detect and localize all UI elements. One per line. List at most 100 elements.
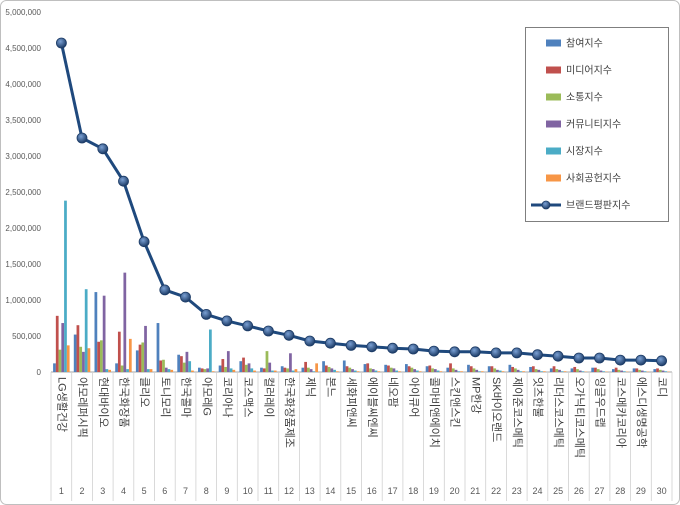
bar-series-2-category-12 bbox=[283, 367, 287, 372]
bar-series-1-category-3 bbox=[94, 292, 98, 372]
bar-series-6-category-5 bbox=[149, 369, 153, 372]
bar-series-2-category-17 bbox=[387, 365, 390, 372]
bar-series-5-category-13 bbox=[312, 371, 316, 372]
y-axis: 0 500,000 1,000,000 1,500,000 2,000,000 2,500… bbox=[5, 8, 41, 377]
bar-series-5-category-3 bbox=[105, 369, 109, 372]
bar-series-6-category-22 bbox=[501, 371, 505, 372]
x-category-label: 한국화장품제조 bbox=[283, 377, 296, 448]
bar-series-5-category-30 bbox=[664, 371, 668, 372]
bar-series-1-category-10 bbox=[239, 361, 243, 372]
bar-series-4-category-2 bbox=[82, 351, 85, 372]
line-point-12 bbox=[283, 329, 295, 341]
bar-series-1-category-22 bbox=[487, 366, 491, 372]
bar-series-2-category-23 bbox=[511, 366, 514, 372]
bar-series-4-category-18 bbox=[413, 369, 416, 372]
bar-series-4-category-16 bbox=[371, 369, 375, 372]
bar-series-2-category-25 bbox=[552, 366, 556, 372]
legend-color-swatch bbox=[546, 147, 561, 155]
bar-series-5-category-8 bbox=[209, 329, 212, 372]
bar-series-1-category-24 bbox=[529, 366, 532, 372]
y-tick-label: 4,000,000 bbox=[5, 80, 41, 89]
x-category-number: 22 bbox=[491, 486, 501, 496]
bar-series-1-category-20 bbox=[446, 367, 450, 372]
x-category-number: 9 bbox=[224, 486, 229, 496]
line-point-17 bbox=[387, 342, 399, 354]
bar-series-1-category-26 bbox=[570, 368, 574, 372]
bar-series-2-category-18 bbox=[407, 366, 411, 372]
x-category-label: 코리아나 bbox=[221, 377, 234, 417]
bar-series-6-category-15 bbox=[356, 371, 360, 372]
line-point-7 bbox=[180, 291, 191, 303]
bar-series-5-category-12 bbox=[291, 370, 295, 372]
bar-series-3-category-4 bbox=[120, 365, 124, 372]
line-point-19 bbox=[428, 345, 440, 357]
y-tick-label: 3,500,000 bbox=[5, 116, 41, 125]
bar-series-3-category-2 bbox=[79, 346, 83, 372]
legend-label: 미디어지수 bbox=[566, 65, 612, 77]
bar-series-5-category-25 bbox=[560, 371, 564, 372]
x-category-label: 제이준코스메틱 bbox=[511, 377, 524, 448]
bar-series-6-category-18 bbox=[418, 371, 422, 372]
y-tick-label: 2,000,000 bbox=[5, 224, 41, 233]
bar-series-2-category-11 bbox=[262, 368, 266, 372]
line-point-23 bbox=[511, 347, 523, 359]
x-category-number: 8 bbox=[204, 486, 209, 496]
line-point-20 bbox=[449, 346, 461, 358]
line-point-8 bbox=[200, 308, 212, 320]
x-category-number: 3 bbox=[100, 486, 105, 496]
bar-series-1-category-30 bbox=[653, 369, 657, 372]
bar-series-3-category-17 bbox=[389, 367, 393, 372]
legend-item: 참여지수 bbox=[546, 38, 603, 50]
x-category-number: 5 bbox=[142, 486, 147, 496]
y-tick-label: 1,000,000 bbox=[5, 296, 41, 305]
bar-series-4-category-29 bbox=[640, 370, 644, 372]
bar-series-5-category-26 bbox=[581, 371, 585, 372]
bar-series-2-category-19 bbox=[428, 365, 432, 372]
bar-series-4-category-5 bbox=[144, 325, 147, 372]
bar-series-2-category-7 bbox=[180, 356, 183, 372]
bar-series-5-category-19 bbox=[436, 370, 440, 372]
line-point-14 bbox=[324, 337, 336, 349]
bar-series-6-category-1 bbox=[66, 345, 70, 372]
line-point-3 bbox=[97, 143, 109, 155]
bar-series-3-category-1 bbox=[58, 349, 62, 372]
bar-series-4-category-10 bbox=[247, 363, 251, 372]
bar-series bbox=[53, 200, 670, 372]
bar-series-5-category-15 bbox=[353, 370, 357, 372]
x-category-number: 30 bbox=[657, 486, 667, 496]
bar-series-4-category-17 bbox=[392, 368, 396, 372]
bar-series-1-category-4 bbox=[115, 363, 118, 372]
bar-series-2-category-29 bbox=[635, 368, 639, 372]
bar-series-1-category-27 bbox=[591, 367, 595, 372]
bar-series-4-category-14 bbox=[330, 368, 334, 372]
bar-series-3-category-15 bbox=[348, 367, 352, 372]
bar-series-1-category-18 bbox=[405, 364, 408, 372]
bar-series-1-category-15 bbox=[342, 360, 346, 372]
x-category-number: 13 bbox=[305, 486, 315, 496]
bar-series-3-category-24 bbox=[534, 369, 538, 372]
bar-series-3-category-22 bbox=[493, 368, 497, 372]
line-point-9 bbox=[221, 315, 233, 327]
line-point-26 bbox=[573, 352, 585, 364]
bar-series-1-category-28 bbox=[612, 369, 615, 372]
bar-series-2-category-1 bbox=[55, 315, 59, 372]
line-point-22 bbox=[490, 347, 502, 359]
bar-series-2-category-3 bbox=[97, 341, 100, 372]
line-point-10 bbox=[242, 320, 254, 332]
x-category-number: 17 bbox=[388, 486, 398, 496]
y-tick-label: 0 bbox=[37, 368, 42, 377]
x-category-label: 코디 bbox=[656, 377, 669, 397]
x-category-number: 12 bbox=[284, 486, 294, 496]
x-category-label: 한국콜마 bbox=[180, 377, 193, 417]
bar-series-2-category-10 bbox=[242, 357, 245, 372]
x-category-number: 18 bbox=[408, 486, 418, 496]
bar-series-5-category-23 bbox=[519, 371, 523, 372]
x-category-number: 2 bbox=[79, 486, 84, 496]
bar-series-5-category-1 bbox=[64, 200, 67, 372]
line-point-15 bbox=[345, 339, 357, 351]
bar-series-3-category-16 bbox=[369, 368, 372, 372]
bar-series-6-category-21 bbox=[480, 371, 484, 372]
legend-label: 사회공헌지수 bbox=[566, 173, 621, 185]
bar-series-4-category-21 bbox=[475, 369, 479, 372]
x-category-label: 코스메카코리아 bbox=[614, 377, 627, 448]
